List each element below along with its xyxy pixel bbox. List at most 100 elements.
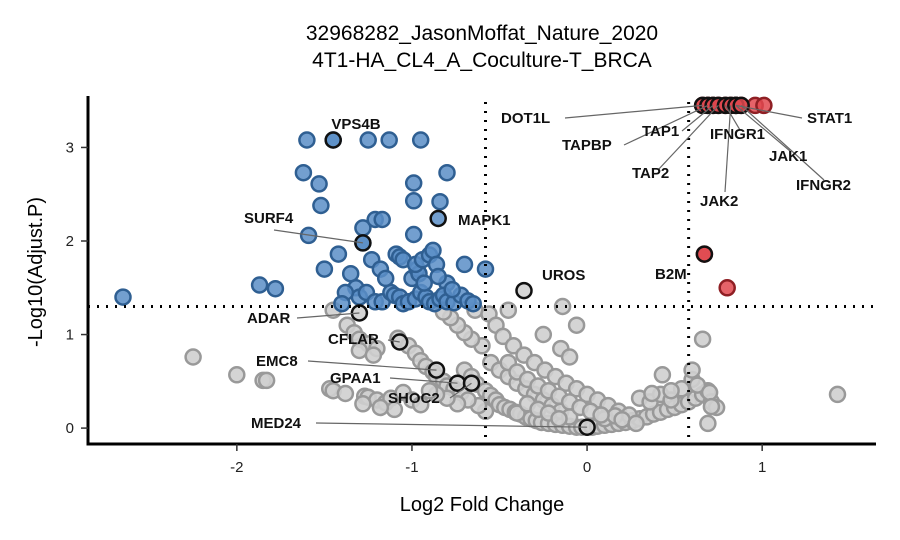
highlighted-point — [695, 245, 714, 263]
data-point-down — [438, 163, 456, 182]
x-axis-label: Log2 Fold Change — [400, 494, 565, 516]
label-connectors — [273, 104, 825, 428]
data-point-down — [404, 225, 423, 244]
data-point-down — [294, 163, 313, 182]
y-tick-label: 3 — [66, 139, 74, 156]
data-point-down — [373, 210, 391, 229]
data-point-ns — [534, 325, 553, 344]
data-point-down — [315, 260, 334, 278]
x-tick-label: 0 — [583, 459, 591, 476]
data-point-down — [380, 131, 398, 149]
data-point-down — [464, 294, 482, 313]
data-point-ns — [499, 301, 518, 319]
data-point-down — [455, 255, 474, 274]
label-connector — [273, 229, 363, 244]
label-connector — [389, 377, 458, 384]
label-connector — [449, 382, 472, 399]
label-connector — [724, 105, 741, 131]
data-point-ns — [662, 381, 680, 400]
data-point-ns — [336, 384, 355, 403]
gene-label-stat1: STAT1 — [807, 110, 852, 127]
label-connector — [315, 422, 588, 428]
data-point-ns — [354, 395, 372, 413]
gene-label-b2m: B2M — [655, 266, 687, 283]
label-connector — [296, 312, 360, 319]
data-point-down — [312, 196, 330, 215]
axes: -2 -1 0 1 0 1 2 3 — [66, 96, 876, 476]
label-connector — [735, 104, 803, 119]
data-point-ns — [627, 414, 645, 433]
gene-label-mapk1: MAPK1 — [458, 212, 511, 229]
data-point-down — [114, 288, 132, 306]
data-point-ns — [228, 366, 246, 384]
label-connector — [657, 104, 719, 171]
highlighted-point — [429, 209, 447, 228]
data-point-down — [341, 264, 360, 283]
gene-label-jak1: JAK1 — [769, 148, 807, 165]
y-axis-label: -Log10(Adjust.P) — [25, 197, 47, 347]
gene-label-uros: UROS — [542, 267, 585, 284]
data-point-down — [411, 131, 430, 149]
gene-label-tap1: TAP1 — [642, 123, 679, 140]
gene-label-gpaa1: GPAA1 — [330, 370, 381, 387]
data-point-ns — [700, 383, 719, 402]
data-point-ns — [693, 330, 712, 348]
gene-labels: VPS4B MAPK1 SURF4 UROS ADAR CFLAR EMC8 GPAA1 SHO… — [244, 110, 852, 432]
gene-label-ifngr1: IFNGR1 — [710, 126, 765, 143]
data-point-ns — [560, 348, 579, 366]
data-point-down — [424, 241, 442, 260]
data-point-down — [443, 280, 461, 299]
gene-label-jak2: JAK2 — [700, 193, 738, 210]
data-point-down — [429, 267, 447, 286]
data-point-down — [404, 192, 423, 210]
gene-label-cflar: CFLAR — [328, 331, 379, 348]
label-connector — [623, 104, 709, 146]
data-point-ns — [553, 297, 572, 316]
data-point-ns — [550, 409, 568, 428]
gene-label-ifngr2: IFNGR2 — [796, 177, 851, 194]
gene-label-adar: ADAR — [247, 310, 290, 327]
data-point-ns — [494, 327, 512, 346]
label-connector — [307, 360, 437, 371]
label-connector — [387, 339, 400, 343]
highlighted-point — [324, 131, 342, 149]
data-point-ns — [420, 381, 439, 400]
gene-label-surf4: SURF4 — [244, 210, 294, 227]
data-point-down — [333, 294, 351, 313]
data-point-down — [476, 260, 495, 278]
threshold-lines — [88, 102, 876, 444]
data-point-down — [310, 175, 328, 193]
gene-label-dot1l: DOT1L — [501, 110, 550, 127]
data-point-ns — [699, 414, 717, 433]
data-point-ns — [567, 316, 586, 334]
x-tick-label: -1 — [405, 459, 418, 476]
data-point-down — [415, 274, 433, 292]
data-point-ns — [702, 397, 721, 416]
label-connector — [564, 104, 703, 119]
y-tick-label: 2 — [66, 233, 74, 250]
data-point-ns — [653, 366, 672, 384]
gene-label-tapbp: TAPBP — [562, 137, 612, 154]
data-point-down — [376, 269, 395, 288]
data-point-ns — [184, 348, 202, 366]
chart-subtitle: 4T1-HA_CL4_A_Coculture-T_BRCA — [312, 49, 652, 72]
data-point-down — [431, 192, 449, 211]
data-point-ns — [371, 398, 390, 417]
label-connector — [681, 104, 714, 132]
y-tick-label: 1 — [66, 327, 74, 344]
label-connector — [724, 105, 732, 193]
data-point-down — [266, 279, 285, 298]
x-tick-label: -2 — [230, 459, 243, 476]
x-tick-label: 1 — [758, 459, 766, 476]
gene-label-tap2: TAP2 — [632, 165, 669, 182]
data-point-ns — [364, 346, 383, 364]
data-point-down — [250, 276, 269, 294]
points-layer — [114, 96, 847, 436]
data-point-down — [404, 174, 423, 192]
chart-title: 32968282_JasonMoffat_Nature_2020 — [306, 22, 658, 45]
label-connector — [735, 104, 791, 152]
highlighted-point — [515, 281, 533, 300]
gene-label-emc8: EMC8 — [256, 353, 298, 370]
gene-label-shoc2: SHOC2 — [388, 390, 440, 407]
